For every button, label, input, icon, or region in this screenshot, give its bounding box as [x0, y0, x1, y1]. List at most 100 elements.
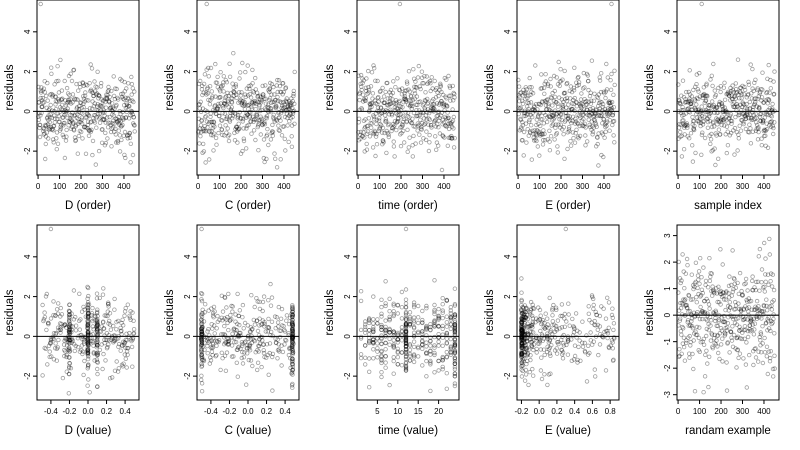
data-point — [267, 341, 273, 346]
data-point — [58, 325, 63, 330]
data-point — [270, 133, 275, 138]
data-point — [95, 343, 100, 348]
data-point — [707, 118, 713, 124]
data-point — [375, 336, 380, 341]
data-point — [266, 105, 272, 110]
data-point — [677, 98, 682, 103]
data-point — [403, 326, 409, 331]
data-point — [752, 327, 757, 332]
data-point — [545, 316, 550, 321]
data-point — [125, 104, 130, 110]
data-point — [444, 124, 449, 129]
data-point — [764, 303, 769, 309]
data-point — [732, 320, 738, 326]
data-point — [403, 351, 409, 357]
data-point — [219, 85, 224, 90]
data-point — [738, 336, 743, 341]
data-point — [575, 328, 580, 333]
data-point — [700, 309, 706, 314]
data-point — [609, 105, 615, 111]
data-point — [385, 130, 390, 136]
data-point — [358, 136, 363, 141]
data-point — [448, 350, 453, 356]
data-point — [64, 134, 69, 139]
data-point — [77, 84, 83, 90]
data-point — [118, 329, 123, 334]
data-point — [597, 106, 603, 111]
data-point — [735, 57, 741, 62]
data-point — [220, 132, 225, 138]
data-point — [290, 336, 295, 341]
data-point — [594, 94, 600, 99]
data-point — [605, 335, 610, 341]
data-point — [384, 102, 390, 108]
data-point — [289, 311, 294, 317]
data-point — [290, 350, 296, 355]
data-point — [282, 342, 287, 347]
data-point — [725, 341, 730, 346]
data-point — [76, 106, 82, 112]
data-point — [691, 127, 696, 132]
data-point — [431, 96, 436, 102]
data-point — [62, 322, 68, 327]
data-point — [763, 320, 769, 325]
data-point — [594, 144, 599, 149]
data-point — [391, 355, 396, 360]
data-point — [736, 112, 741, 118]
x-tick-label: 100 — [693, 182, 707, 191]
data-point — [279, 89, 284, 95]
data-point — [538, 328, 543, 334]
data-point — [94, 309, 100, 315]
data-point — [535, 341, 541, 346]
data-point — [593, 334, 599, 339]
data-point — [66, 119, 72, 124]
data-point — [213, 80, 219, 85]
data-point — [209, 345, 215, 351]
data-point — [117, 108, 122, 114]
plot-frame — [516, 224, 620, 401]
data-point — [680, 312, 685, 317]
data-point — [701, 118, 706, 124]
data-point — [592, 110, 597, 115]
data-point — [728, 85, 733, 91]
data-point — [690, 143, 695, 148]
data-point — [440, 134, 446, 139]
data-point — [104, 115, 110, 120]
data-point — [119, 362, 125, 367]
data-point — [519, 333, 524, 338]
data-point — [411, 359, 417, 365]
data-point — [530, 106, 536, 112]
data-point — [579, 118, 585, 123]
data-point — [236, 126, 242, 132]
data-point — [707, 314, 713, 320]
data-point — [262, 106, 268, 111]
data-point — [519, 324, 524, 330]
data-point — [54, 130, 60, 135]
data-point — [85, 306, 91, 311]
data-point — [561, 341, 566, 346]
data-point — [727, 274, 732, 279]
data-point — [591, 114, 596, 119]
data-point — [519, 323, 524, 328]
data-point — [588, 330, 593, 335]
data-point — [698, 304, 703, 310]
data-point — [558, 125, 563, 130]
y-axis-label: residuals — [324, 289, 336, 335]
data-point — [544, 335, 550, 340]
data-point — [210, 326, 215, 331]
data-point — [391, 301, 396, 306]
data-point — [277, 83, 283, 89]
data-point — [522, 311, 527, 316]
data-point — [130, 121, 136, 126]
data-point — [383, 340, 388, 345]
data-point — [690, 122, 695, 127]
data-point — [277, 128, 282, 133]
data-point — [53, 313, 58, 318]
data-point — [403, 330, 409, 335]
plot-frame — [676, 0, 780, 176]
data-point — [580, 123, 585, 129]
data-point — [452, 361, 458, 366]
data-point — [200, 92, 205, 98]
data-point — [272, 314, 278, 319]
